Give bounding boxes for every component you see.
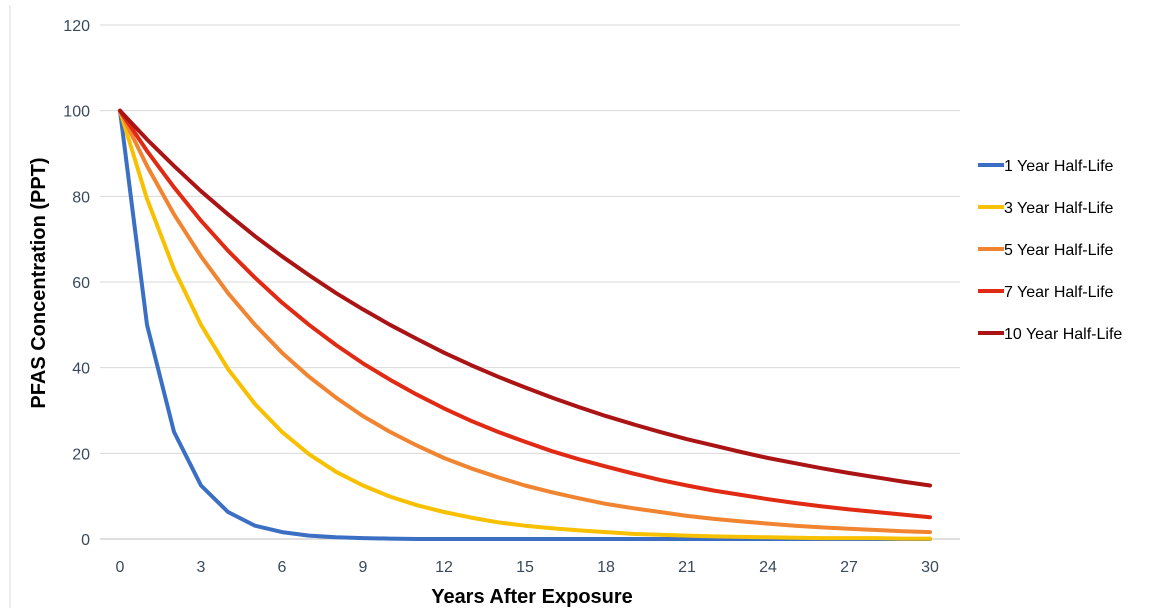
- x-tick-label: 30: [921, 559, 939, 576]
- y-tick-label: 80: [72, 189, 90, 206]
- x-tick-label: 12: [435, 559, 453, 576]
- x-tick-label: 3: [197, 559, 206, 576]
- y-tick-label: 120: [63, 18, 90, 35]
- x-axis-title: Years After Exposure: [431, 586, 633, 608]
- legend: 1 Year Half-Life 3 Year Half-Life 5 Year H…: [978, 158, 1122, 343]
- y-axis-ticks: 0 20 40 60 80 100 120: [63, 18, 90, 549]
- x-tick-label: 15: [516, 559, 534, 576]
- series-line-2: [118, 108, 932, 541]
- legend-label: 1 Year Half-Life: [1004, 158, 1114, 175]
- legend-label: 3 Year Half-Life: [1004, 200, 1114, 217]
- legend-label: 7 Year Half-Life: [1004, 284, 1114, 301]
- series-line-4: [118, 108, 932, 520]
- y-tick-label: 20: [72, 446, 90, 463]
- x-tick-label: 6: [278, 559, 287, 576]
- series-line-5: [118, 108, 932, 488]
- x-tick-label: 27: [840, 559, 858, 576]
- x-tick-label: 0: [116, 559, 125, 576]
- y-tick-label: 100: [63, 104, 90, 121]
- legend-label: 5 Year Half-Life: [1004, 242, 1114, 259]
- x-tick-label: 24: [759, 559, 777, 576]
- legend-label: 10 Year Half-Life: [1004, 326, 1122, 343]
- x-tick-label: 9: [359, 559, 368, 576]
- y-tick-label: 60: [72, 275, 90, 292]
- gridlines: [9, 5, 960, 608]
- y-tick-label: 40: [72, 361, 90, 378]
- y-axis-title: PFAS Concentration (PPT): [28, 157, 50, 408]
- series-line-3: [118, 108, 932, 535]
- x-tick-label: 18: [597, 559, 615, 576]
- x-axis-ticks: 0 3 6 9 12 15 18 21 24 27 30: [116, 559, 939, 576]
- y-tick-label: 0: [81, 532, 90, 549]
- series-lines: [118, 108, 932, 541]
- x-tick-label: 21: [678, 559, 696, 576]
- series-line-1: [118, 108, 932, 541]
